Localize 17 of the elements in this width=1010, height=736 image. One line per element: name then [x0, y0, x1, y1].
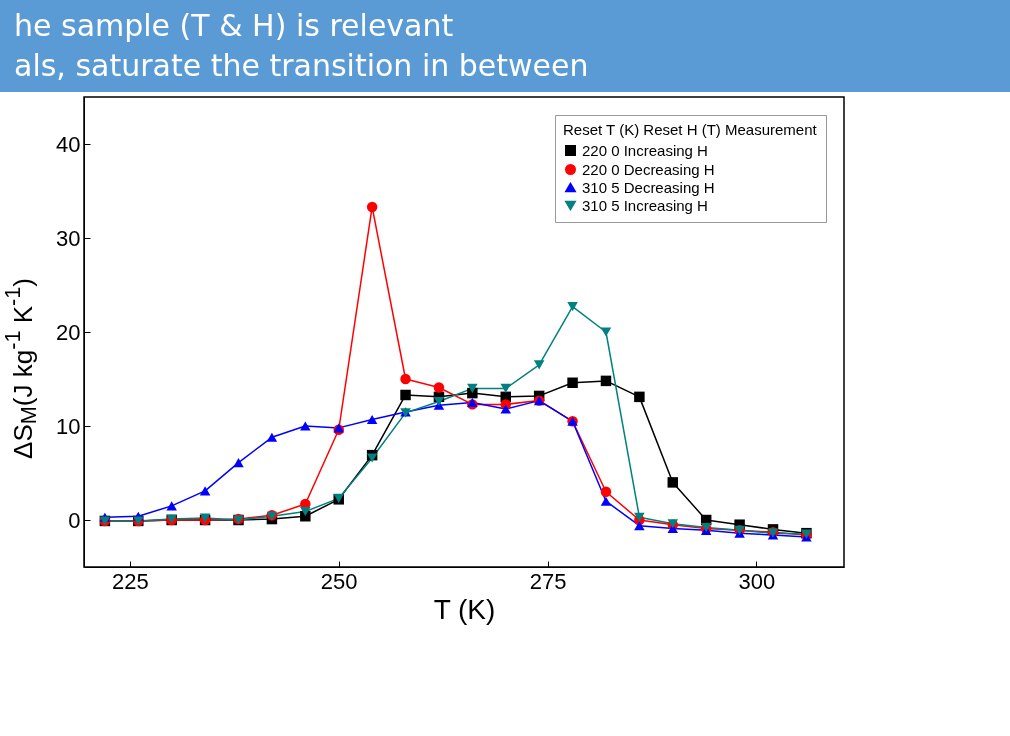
x-tick-label: 250 — [320, 568, 358, 594]
y-tick-label: 20 — [56, 319, 81, 345]
x-tick-label: 275 — [529, 568, 567, 594]
x-tick-label: 300 — [738, 568, 776, 594]
legend-label: 310 5 Decreasing H — [582, 178, 715, 196]
y-tick-label: 30 — [56, 225, 81, 251]
y-tick-label: 10 — [56, 413, 81, 439]
y-tick-label: 0 — [68, 507, 81, 533]
legend-label: 220 0 Increasing H — [582, 141, 708, 159]
x-axis-title: T (K) — [433, 593, 496, 625]
legend-label: 220 0 Decreasing H — [582, 160, 715, 178]
y-tick-label: 40 — [56, 131, 81, 157]
text: he sample (T & H) is relevant — [14, 7, 455, 45]
legend-label: 310 5 Increasing H — [582, 196, 708, 214]
legend-title: Reset T (K) Reset H (T) Measurement — [563, 121, 818, 138]
x-tick-label: 225 — [112, 568, 149, 594]
text: als, saturate the transition in between — [14, 47, 590, 85]
